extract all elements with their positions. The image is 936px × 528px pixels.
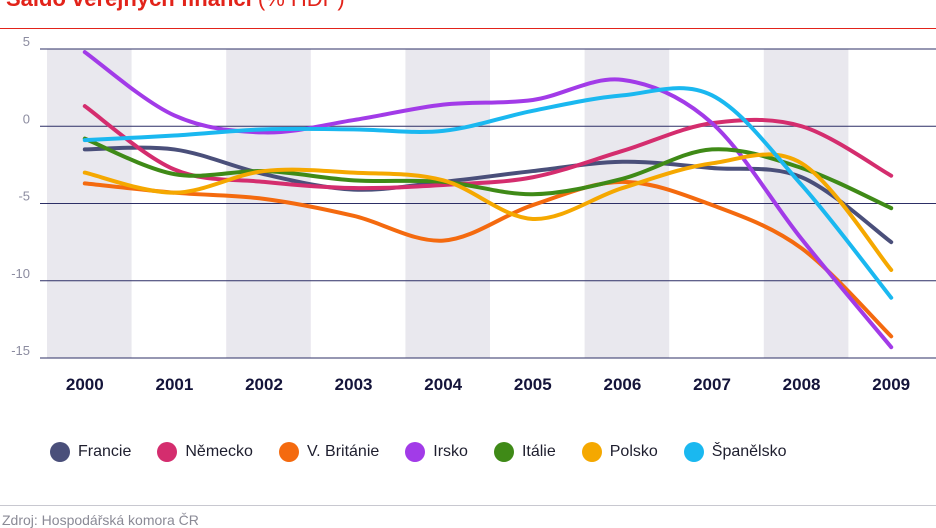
series-line-spanelsko <box>82 86 894 300</box>
title-divider <box>0 28 936 29</box>
x-tick-label: 2001 <box>155 375 193 394</box>
x-tick-label: 2000 <box>66 375 104 394</box>
legend-swatch <box>157 442 178 462</box>
series-line-irsko <box>82 50 894 350</box>
legend-item-v-britanie: V. Británie <box>278 442 380 462</box>
legend-swatch <box>405 442 426 462</box>
series-line-v-britanie <box>82 179 894 339</box>
legend-item-francie: Francie <box>50 442 131 462</box>
y-tick-label: -5 <box>18 189 30 204</box>
legend-item-nemecko: Německo <box>157 442 253 462</box>
chart-title: Saldo veřejných financí (% HDP) <box>6 0 345 12</box>
legend-label: Polsko <box>609 443 658 460</box>
series-line-francie <box>82 145 894 245</box>
legend-item-italie: Itálie <box>493 442 556 462</box>
x-tick-label: 2009 <box>872 375 910 394</box>
footer-divider <box>0 505 936 506</box>
legend-label: V. Británie <box>306 443 380 460</box>
series-line-nemecko <box>82 104 894 191</box>
x-tick-label: 2006 <box>603 375 641 394</box>
x-tick-label: 2002 <box>245 375 283 394</box>
legend-label: Francie <box>78 443 132 460</box>
x-tick-label: 2003 <box>335 375 373 394</box>
legend-swatch <box>50 442 70 462</box>
legend-item-spanelsko: Španělsko <box>683 442 787 462</box>
series-line-polsko <box>82 152 894 272</box>
legend-swatch <box>683 442 704 462</box>
legend-label: Německo <box>185 443 253 460</box>
legend-item-irsko: Irsko <box>405 442 468 462</box>
x-tick-label: 2007 <box>693 375 731 394</box>
chart-legend: Francie Německo V. Británie Irsko Itálie Pols… <box>50 438 930 466</box>
legend-swatch <box>278 442 299 462</box>
legend-label: Španělsko <box>711 443 787 460</box>
legend-swatch <box>493 442 514 462</box>
y-tick-label: -15 <box>11 343 30 358</box>
y-tick-label: 0 <box>23 111 30 126</box>
legend-label: Itálie <box>521 443 556 460</box>
y-tick-label: 5 <box>23 34 30 49</box>
source-note: Zdroj: Hospodářská komora ČR <box>2 512 199 528</box>
legend-swatch <box>581 442 602 462</box>
x-tick-label: 2008 <box>783 375 821 394</box>
x-tick-label: 2005 <box>514 375 552 394</box>
legend-item-polsko: Polsko <box>581 442 658 462</box>
y-tick-label: -10 <box>11 266 30 281</box>
x-tick-label: 2004 <box>424 375 462 394</box>
legend-label: Irsko <box>433 443 468 460</box>
